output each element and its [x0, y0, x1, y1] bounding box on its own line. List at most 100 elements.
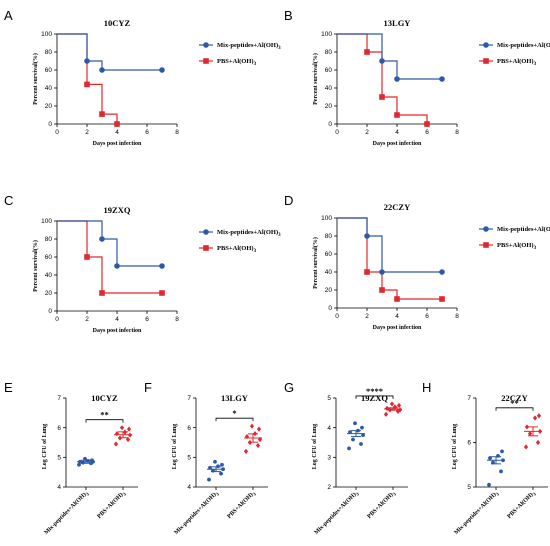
legend-swatch-marker [203, 58, 209, 64]
survival-marker-point [99, 67, 105, 73]
survival-marker-point [84, 254, 90, 260]
panel-letter-h: H [422, 380, 431, 395]
data-point [536, 413, 542, 419]
y-tick-label: 80 [325, 233, 333, 240]
y-tick-label: 100 [41, 218, 52, 225]
y-tick-label: 100 [321, 31, 332, 38]
y-tick-label: 100 [41, 31, 52, 38]
x-tick-label: 4 [115, 316, 119, 323]
data-point [523, 444, 529, 450]
significance-marker: * [232, 408, 236, 418]
y-tick-label: 4 [187, 484, 191, 491]
panel-letter-c: C [4, 193, 13, 208]
y-tick-label: 20 [325, 287, 333, 294]
y-tick-label: 80 [325, 49, 333, 56]
x-tick-label: 2 [365, 129, 369, 136]
data-point [83, 456, 87, 461]
panel-letter-a: A [4, 8, 13, 23]
x-tick-label: 0 [55, 316, 59, 323]
legend-label: Mix-peptides+Al(OH)3 [497, 42, 550, 51]
y-tick-label: 0 [328, 305, 332, 312]
y-tick-label: 0 [48, 308, 52, 315]
y-axis-label: Percent survival(%) [32, 53, 39, 105]
data-point [243, 448, 249, 454]
data-point [347, 446, 351, 451]
survival-marker-point [394, 112, 400, 118]
survival-marker-point [439, 269, 445, 275]
survival-marker-point [379, 58, 385, 64]
survival-marker-point [439, 76, 445, 82]
survival-marker-point [379, 94, 385, 100]
y-tick-label: 60 [325, 67, 333, 74]
y-tick-label: 6 [187, 425, 191, 432]
y-tick-label: 7 [187, 395, 191, 402]
survival-marker-point [364, 269, 370, 275]
y-tick-label: 20 [325, 103, 333, 110]
legend-label: PBS+Al(OH)3 [497, 242, 537, 251]
data-point [488, 456, 492, 460]
y-tick-label: 80 [45, 236, 53, 243]
x-category-label: Mix-peptides+Al(OH)3 [173, 489, 221, 537]
panel-letter-d: D [284, 193, 293, 208]
chart-title: 22CZY [384, 202, 410, 212]
legend-label: PBS+Al(OH)3 [497, 58, 537, 67]
data-point [114, 431, 120, 437]
y-tick-label: 3 [327, 455, 331, 462]
survival-marker-point [99, 236, 105, 242]
data-point [359, 442, 363, 446]
data-point [361, 433, 365, 437]
y-axis-label: Percent survival(%) [312, 237, 319, 289]
data-point [126, 426, 132, 432]
legend-label: PBS+Al(OH)3 [217, 245, 257, 254]
survival-line-pbs [57, 220, 162, 294]
x-tick-label: 0 [55, 129, 59, 136]
survival-marker-point [394, 296, 400, 302]
x-category-label: Mix-peptides+Al(OH)3 [313, 489, 361, 537]
panel-letter-g: G [284, 380, 294, 395]
data-point [499, 469, 503, 474]
survival-marker-point [159, 290, 165, 296]
legend-swatch-marker [483, 226, 489, 232]
legend-swatch-marker [203, 229, 209, 235]
significance-marker: ** [100, 410, 109, 420]
y-tick-label: 4 [57, 484, 61, 491]
chart-title: 13LGY [221, 393, 248, 403]
x-category-label: PBS+Al(OH)3 [506, 489, 538, 521]
y-tick-label: 0 [48, 121, 52, 128]
data-point [77, 462, 81, 467]
data-point [207, 477, 211, 482]
data-point [389, 401, 395, 407]
y-tick-label: 6 [57, 425, 61, 432]
y-tick-label: 4 [327, 425, 331, 432]
significance-marker: **** [366, 386, 383, 396]
x-tick-label: 6 [145, 129, 149, 136]
y-tick-label: 60 [45, 254, 53, 261]
data-point [213, 459, 217, 464]
y-axis-label: Percent survival(%) [32, 240, 39, 292]
legend-swatch-marker [483, 242, 489, 248]
x-tick-label: 2 [365, 313, 369, 320]
legend-swatch-marker [203, 245, 209, 251]
survival-marker-point [114, 263, 120, 269]
y-axis-label: Log CFU of Lung [42, 424, 48, 470]
y-tick-label: 7 [467, 395, 471, 402]
dot-panel-e: 4 5 6 7 10CYZ Log CFU of Lung Mix-peptides+Al(… [42, 393, 138, 536]
dot-panel-f: 4 5 6 7 13LGY Log CFU of Lung Mix-peptides+Al(… [172, 393, 268, 537]
y-tick-label: 5 [467, 484, 471, 491]
legend-label: Mix-peptides+Al(OH)3 [217, 229, 281, 238]
y-tick-label: 5 [57, 455, 61, 462]
x-category-label: Mix-peptides+Al(OH)3 [453, 489, 501, 537]
survival-marker-point [99, 290, 105, 296]
y-tick-label: 5 [187, 455, 191, 462]
chart-title: 10CYZ [91, 393, 118, 403]
data-point [208, 465, 212, 470]
data-point [527, 431, 533, 437]
x-category-label: PBS+Al(OH)3 [226, 489, 258, 521]
data-point [396, 402, 402, 409]
significance-bracket [85, 419, 124, 423]
data-point [220, 462, 224, 467]
y-axis-label: Percent survival(%) [312, 53, 319, 105]
x-tick-label: 8 [455, 313, 459, 320]
legend-swatch-marker [203, 42, 209, 48]
